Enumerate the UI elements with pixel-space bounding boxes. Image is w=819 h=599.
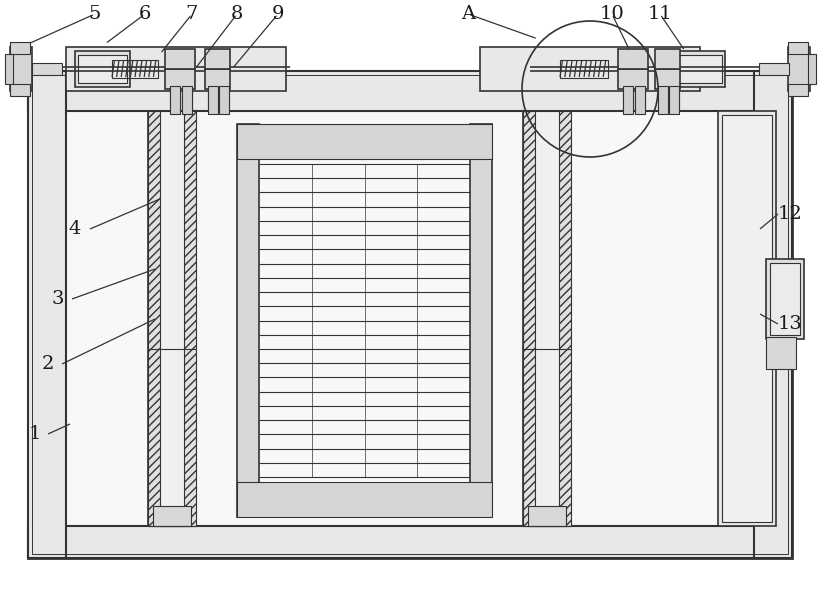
Text: 7: 7	[186, 5, 198, 23]
Bar	[788, 42, 808, 54]
Bar	[10, 47, 32, 91]
Bar	[528, 506, 566, 526]
Bar	[658, 86, 668, 114]
Bar	[623, 56, 633, 111]
Bar	[523, 111, 571, 526]
Bar	[669, 86, 679, 114]
Text: 2: 2	[42, 355, 54, 373]
Bar	[208, 86, 218, 114]
Bar	[718, 111, 776, 526]
Bar	[170, 56, 180, 111]
Bar	[470, 124, 492, 517]
Bar	[766, 259, 804, 339]
Bar	[10, 84, 30, 96]
Bar	[182, 56, 192, 111]
Text: 8: 8	[231, 5, 243, 23]
Bar	[28, 71, 66, 558]
Bar	[148, 111, 196, 526]
Bar	[788, 84, 808, 96]
Bar	[673, 55, 722, 83]
Bar	[658, 56, 668, 111]
Bar	[28, 71, 792, 111]
Text: 5: 5	[88, 5, 102, 23]
Bar	[32, 63, 62, 75]
Text: 3: 3	[52, 290, 64, 308]
Bar	[618, 69, 648, 89]
Bar	[219, 56, 229, 111]
Bar	[237, 124, 259, 517]
Bar	[535, 111, 559, 526]
Bar	[237, 482, 492, 517]
Bar	[165, 49, 195, 69]
Bar	[75, 51, 130, 87]
Text: 13: 13	[777, 315, 803, 333]
Bar	[182, 86, 192, 114]
Bar	[153, 506, 191, 526]
Bar	[670, 51, 725, 87]
Text: 12: 12	[777, 205, 803, 223]
Text: 9: 9	[272, 5, 284, 23]
Bar	[722, 115, 772, 522]
Bar	[808, 54, 816, 84]
Bar	[623, 86, 633, 114]
Text: 10: 10	[600, 5, 624, 23]
Bar	[766, 337, 796, 369]
Bar	[28, 71, 792, 558]
Bar	[618, 49, 648, 69]
Text: A: A	[461, 5, 475, 23]
Bar	[170, 86, 180, 114]
Bar	[523, 111, 571, 526]
Bar	[669, 56, 679, 111]
Bar	[237, 124, 492, 159]
Bar	[66, 47, 286, 91]
Bar	[788, 47, 810, 91]
Bar	[219, 86, 229, 114]
Bar	[148, 111, 196, 526]
Text: 11: 11	[648, 5, 672, 23]
Bar	[205, 49, 230, 69]
Bar	[10, 42, 30, 54]
Bar	[28, 526, 792, 558]
Bar	[655, 49, 680, 69]
Bar	[160, 111, 184, 526]
Bar	[208, 56, 218, 111]
Bar	[205, 69, 230, 89]
Bar	[165, 69, 195, 89]
Bar	[480, 47, 700, 91]
Bar	[655, 69, 680, 89]
Bar	[635, 56, 645, 111]
Bar	[560, 60, 608, 78]
Text: 6: 6	[138, 5, 152, 23]
Bar	[635, 86, 645, 114]
Text: 4: 4	[69, 220, 81, 238]
Bar	[5, 54, 13, 84]
Bar	[754, 71, 792, 558]
Bar	[32, 75, 788, 554]
Bar	[78, 55, 127, 83]
Bar	[112, 60, 158, 78]
Text: 1: 1	[29, 425, 41, 443]
Bar	[759, 63, 789, 75]
Bar	[770, 263, 800, 335]
